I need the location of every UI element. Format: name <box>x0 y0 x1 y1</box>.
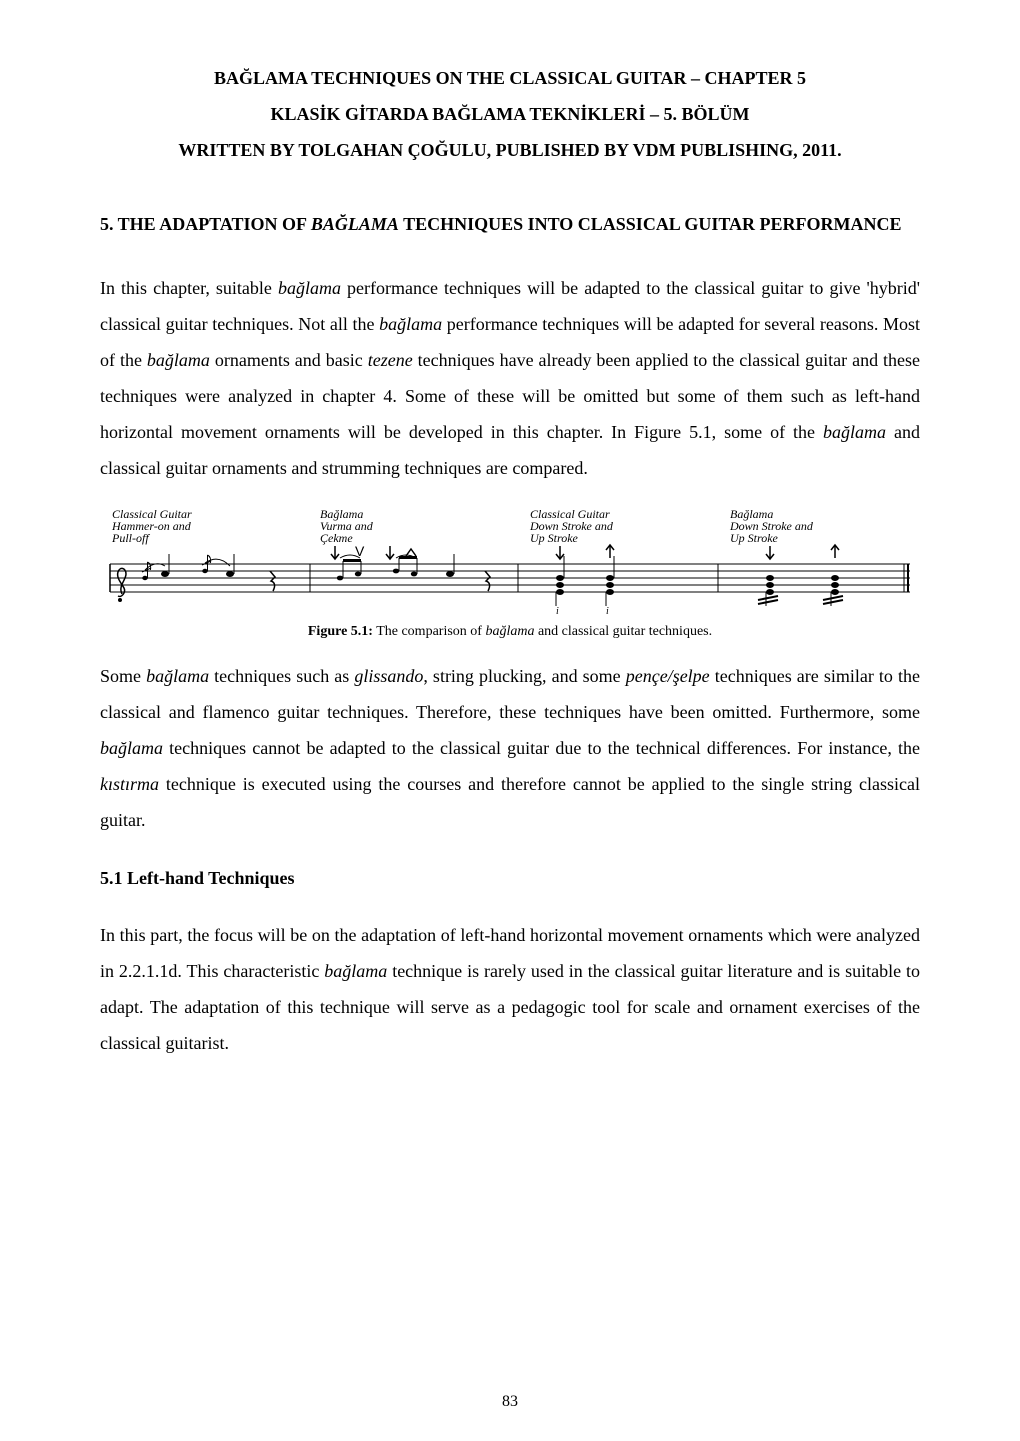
figure-caption: Figure 5.1: The comparison of bağlama an… <box>100 624 920 640</box>
title-line-1: BAĞLAMA TECHNIQUES ON THE CLASSICAL GUIT… <box>100 60 920 96</box>
figure-5-1: Classical Guitar Hammer-on and Pull-off … <box>100 506 920 616</box>
p2-t3: , string plucking, and some <box>423 666 625 686</box>
paragraph-3: In this part, the focus will be on the a… <box>100 917 920 1061</box>
page-number: 83 <box>0 1393 1020 1411</box>
paragraph-2: Some bağlama techniques such as glissand… <box>100 658 920 838</box>
section-heading-suffix: TECHNIQUES INTO CLASSICAL GUITAR PERFORM… <box>399 214 902 234</box>
fig-label-col1-l3: Pull-off <box>111 531 150 545</box>
section-heading-prefix: 5. THE ADAPTATION OF <box>100 214 311 234</box>
finger-i-1: i <box>556 606 559 616</box>
p3-i1: bağlama <box>324 961 387 981</box>
subsection-heading: 5.1 Left-hand Techniques <box>100 868 920 889</box>
page: BAĞLAMA TECHNIQUES ON THE CLASSICAL GUIT… <box>0 0 1020 1441</box>
p1-i2: bağlama <box>379 314 442 334</box>
figure-caption-t1: The comparison of <box>373 624 486 639</box>
p1-i1: bağlama <box>278 278 341 298</box>
p2-i3: pençe/şelpe <box>626 666 710 686</box>
paragraph-1: In this chapter, suitable bağlama perfor… <box>100 270 920 486</box>
staff-group <box>110 564 910 602</box>
fig-label-col2-l3: Çekme <box>320 531 353 545</box>
p1-t1: In this chapter, suitable <box>100 278 278 298</box>
title-line-2: KLASİK GİTARDA BAĞLAMA TEKNİKLERİ – 5. B… <box>100 96 920 132</box>
p2-t6: technique is executed using the courses … <box>100 774 920 830</box>
section-heading-italic: BAĞLAMA <box>311 214 399 234</box>
section-heading: 5. THE ADAPTATION OF BAĞLAMA TECHNIQUES … <box>100 208 920 240</box>
col4-notes <box>758 545 843 606</box>
col2-notes: V <box>331 543 490 591</box>
col3-notes: i i <box>556 545 614 616</box>
figure-caption-t2: and classical guitar techniques. <box>534 624 712 639</box>
figure-caption-italic: bağlama <box>485 624 534 639</box>
p1-i4: tezene <box>368 350 413 370</box>
p2-i5: kıstırma <box>100 774 159 794</box>
title-block: BAĞLAMA TECHNIQUES ON THE CLASSICAL GUIT… <box>100 60 920 168</box>
p2-i4: bağlama <box>100 738 163 758</box>
title-line-3: WRITTEN BY TOLGAHAN ÇOĞULU, PUBLISHED BY… <box>100 132 920 168</box>
p1-i3: bağlama <box>147 350 210 370</box>
finger-i-2: i <box>606 606 609 616</box>
p2-t2: techniques such as <box>209 666 354 686</box>
fig-label-col4-l3: Up Stroke <box>730 531 779 545</box>
p2-i1: bağlama <box>146 666 209 686</box>
p1-t4: ornaments and basic <box>210 350 368 370</box>
music-notation-svg: Classical Guitar Hammer-on and Pull-off … <box>100 506 920 616</box>
p2-t1: Some <box>100 666 146 686</box>
fig-label-col3-l3: Up Stroke <box>530 531 579 545</box>
figure-caption-bold: Figure 5.1: <box>308 624 373 639</box>
p2-t5: techniques cannot be adapted to the clas… <box>163 738 920 758</box>
p1-i5: bağlama <box>823 422 886 442</box>
p2-i2: glissando <box>354 666 423 686</box>
